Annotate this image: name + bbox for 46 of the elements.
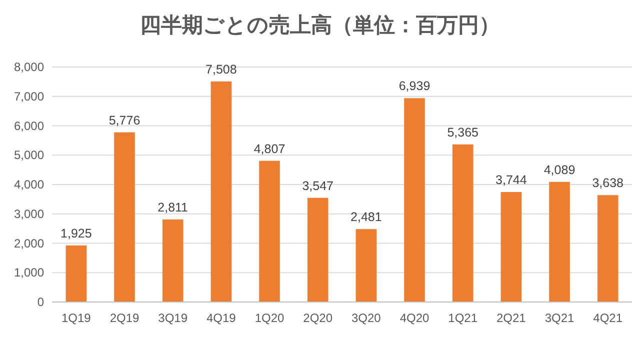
data-label: 3,547: [302, 178, 334, 193]
x-tick-label: 1Q20: [254, 311, 284, 325]
x-tick-label: 4Q19: [206, 311, 236, 325]
y-tick-label: 6,000: [14, 118, 44, 133]
x-tick-label: 1Q19: [61, 311, 92, 325]
x-tick-label: 2Q19: [110, 311, 140, 325]
chart-title: 四半期ごとの売上高（単位：百万円）: [140, 13, 500, 37]
y-tick-label: 0: [37, 295, 44, 309]
x-tick-label: 1Q21: [448, 311, 478, 325]
x-tick-label: 4Q20: [400, 311, 430, 325]
y-tick-label: 8,000: [14, 60, 44, 74]
data-label: 2,481: [350, 210, 382, 224]
y-tick-label: 7,000: [14, 89, 44, 104]
bar: [114, 132, 135, 302]
bar: [404, 98, 425, 302]
bar: [597, 195, 618, 302]
x-tick-label: 2Q20: [303, 311, 333, 325]
y-tick-label: 2,000: [14, 236, 44, 250]
x-tick-label: 4Q21: [593, 311, 623, 325]
bar: [307, 198, 328, 302]
data-label: 2,811: [158, 200, 188, 214]
data-label: 3,744: [496, 173, 527, 188]
bar: [66, 245, 87, 302]
data-label: 5,776: [108, 113, 140, 128]
bar: [549, 182, 570, 302]
data-label: 4,807: [254, 142, 286, 156]
x-tick-label: 3Q21: [544, 311, 574, 325]
data-label: 5,365: [447, 125, 479, 140]
bar: [162, 219, 184, 302]
data-label: 6,939: [398, 79, 430, 94]
x-tick-label: 2Q21: [496, 311, 526, 325]
bar: [210, 81, 232, 302]
y-tick-label: 1,000: [14, 266, 44, 280]
y-tick-label: 4,000: [14, 178, 44, 192]
bar: [452, 144, 474, 302]
data-label: 3,638: [592, 176, 624, 190]
data-label: 4,089: [544, 162, 576, 177]
data-label: 7,508: [206, 62, 237, 76]
data-label: 1,925: [60, 226, 92, 240]
y-tick-label: 5,000: [14, 148, 44, 162]
bar: [500, 192, 522, 302]
x-tick-label: 3Q20: [351, 311, 382, 325]
x-tick-label: 3Q19: [158, 311, 188, 325]
bar: [356, 229, 377, 302]
bar: [259, 160, 280, 302]
y-tick-label: 3,000: [14, 206, 44, 221]
